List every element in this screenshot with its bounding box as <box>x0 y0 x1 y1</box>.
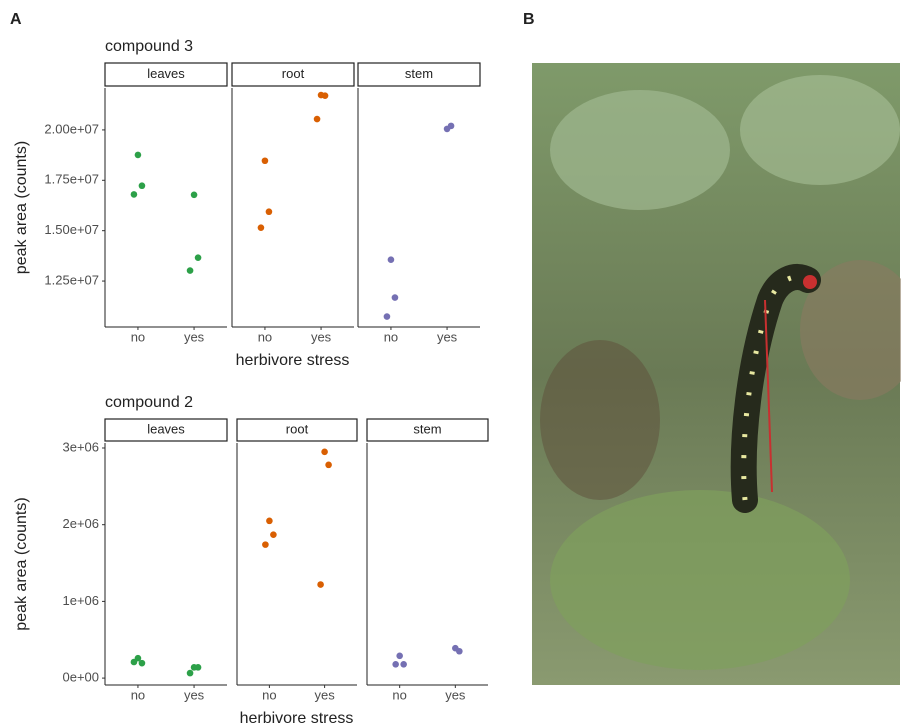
chart-title: compound 2 <box>105 394 193 411</box>
facet-label: leaves <box>147 66 185 81</box>
data-point <box>257 224 265 231</box>
x-tick-label: yes <box>184 687 205 702</box>
data-point <box>383 313 391 320</box>
x-tick-label: no <box>131 329 145 344</box>
panel-label: B <box>523 11 535 28</box>
x-tick-label: yes <box>445 687 466 702</box>
photo <box>532 63 901 685</box>
y-tick-label: 3e+06 <box>62 439 99 454</box>
data-point <box>313 115 321 123</box>
x-tick-label: yes <box>184 329 205 344</box>
facet-strip <box>104 62 228 87</box>
x-tick-label: yes <box>437 329 458 344</box>
y-tick-label: 2.00e+07 <box>44 121 99 136</box>
data-point <box>194 254 202 261</box>
y-tick-label: 1.25e+07 <box>44 272 99 287</box>
facet-label: root <box>286 421 309 436</box>
data-point <box>186 669 194 677</box>
x-tick-label: no <box>258 329 272 344</box>
x-tick-label: no <box>384 329 398 344</box>
data-point <box>400 660 407 668</box>
data-point <box>321 448 328 456</box>
y-tick-label: 1.75e+07 <box>44 172 99 187</box>
data-point <box>190 191 198 199</box>
x-tick-label: no <box>392 687 406 702</box>
facet-strip <box>231 62 355 87</box>
data-point <box>325 461 332 469</box>
data-point <box>392 660 399 668</box>
data-point <box>266 517 273 525</box>
y-tick-label: 1.50e+07 <box>44 222 99 237</box>
facet-strip <box>104 418 228 442</box>
facet-strip <box>366 418 489 442</box>
data-point <box>391 294 399 301</box>
panel-label: A <box>10 11 22 28</box>
data-point <box>321 92 329 99</box>
data-point <box>138 182 146 190</box>
data-point <box>138 659 146 667</box>
data-point <box>130 191 138 198</box>
facet-strip <box>357 62 481 87</box>
x-tick-label: yes <box>314 687 335 702</box>
data-point <box>396 652 403 660</box>
y-axis-label: peak area (counts) <box>13 497 30 630</box>
facet-label: stem <box>413 421 441 436</box>
facet-label: root <box>282 66 305 81</box>
x-axis-label: herbivore stress <box>236 352 350 369</box>
data-point <box>265 208 273 216</box>
y-axis-label: peak area (counts) <box>13 141 30 274</box>
data-point <box>194 664 202 671</box>
x-tick-label: yes <box>311 329 332 344</box>
y-tick-label: 2e+06 <box>62 516 99 531</box>
data-point <box>447 122 455 130</box>
data-point <box>130 658 138 666</box>
facet-strip <box>236 418 358 442</box>
y-tick-label: 0e+00 <box>62 670 99 685</box>
data-point <box>387 256 395 263</box>
data-point <box>317 581 324 588</box>
y-tick-label: 1e+06 <box>62 593 99 608</box>
facet-label: leaves <box>147 421 185 436</box>
data-point <box>134 151 142 159</box>
data-point <box>186 267 194 274</box>
x-tick-label: no <box>262 687 276 702</box>
x-tick-label: no <box>131 687 145 702</box>
data-point <box>270 531 277 538</box>
chart-title: compound 3 <box>105 38 193 55</box>
data-point <box>456 647 463 655</box>
data-point <box>261 157 269 165</box>
x-axis-label: herbivore stress <box>240 710 354 726</box>
facet-label: stem <box>405 66 433 81</box>
data-point <box>262 541 269 548</box>
